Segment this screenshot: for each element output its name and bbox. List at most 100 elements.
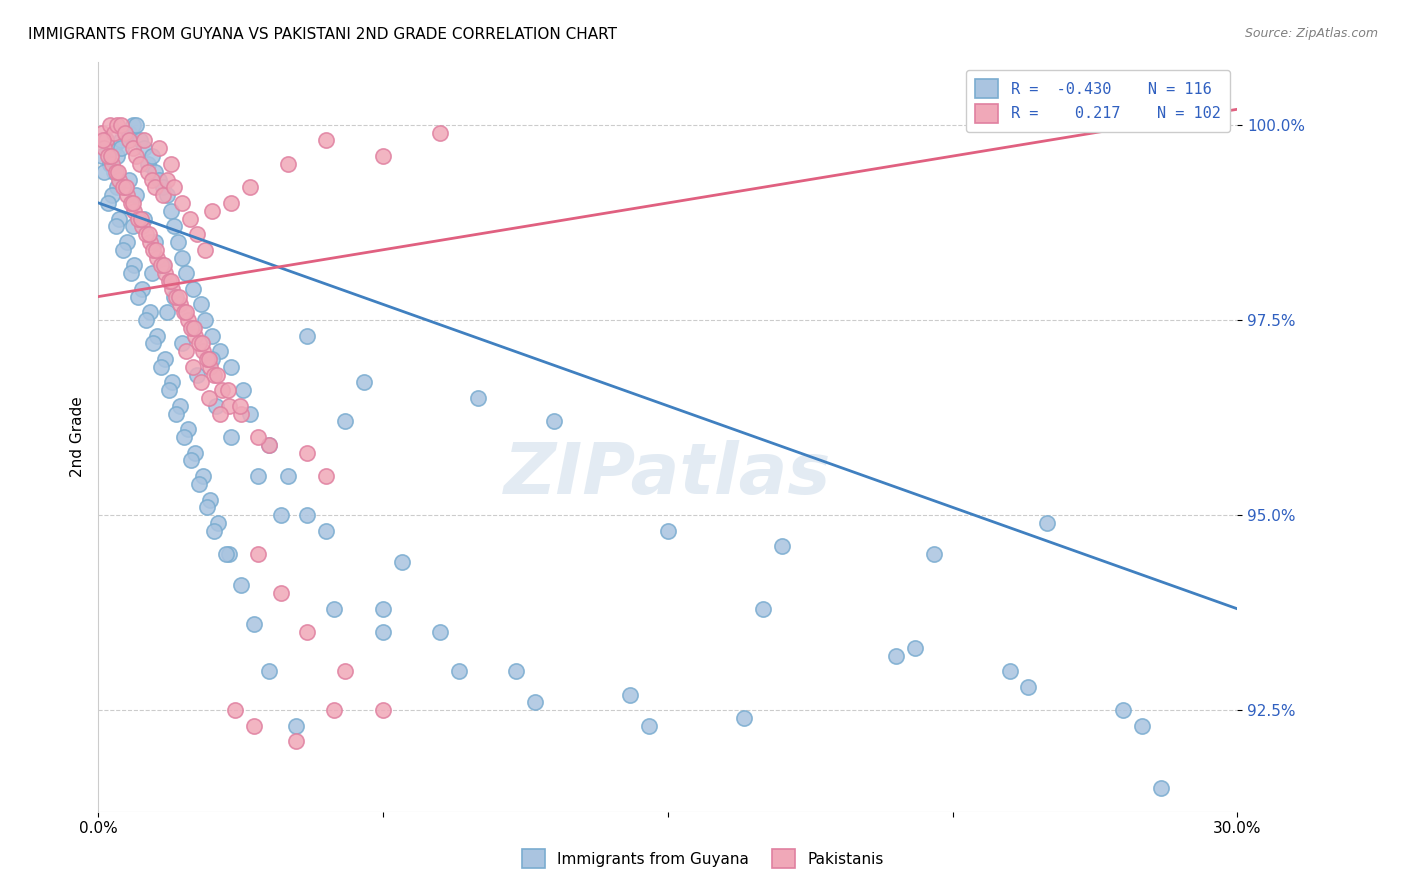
Point bbox=[104, 164, 127, 178]
Point bbox=[315, 133, 337, 147]
Point bbox=[127, 289, 149, 303]
Point bbox=[138, 235, 160, 249]
Point bbox=[259, 438, 281, 452]
Point bbox=[145, 164, 167, 178]
Point bbox=[211, 384, 233, 398]
Point bbox=[322, 703, 344, 717]
Point bbox=[157, 384, 180, 398]
Point bbox=[91, 133, 114, 147]
Point bbox=[179, 211, 201, 226]
Point bbox=[162, 376, 184, 390]
Point bbox=[183, 320, 205, 334]
Point bbox=[284, 719, 307, 733]
Point bbox=[103, 164, 125, 178]
Point bbox=[121, 219, 143, 234]
Point bbox=[163, 180, 186, 194]
Point bbox=[176, 305, 198, 319]
Point bbox=[167, 235, 190, 249]
Y-axis label: 2nd Grade: 2nd Grade bbox=[69, 397, 84, 477]
Point bbox=[277, 469, 299, 483]
Point bbox=[120, 266, 142, 280]
Point bbox=[125, 188, 148, 202]
Point bbox=[186, 227, 208, 241]
Point bbox=[98, 157, 121, 171]
Point bbox=[194, 313, 217, 327]
Point bbox=[110, 141, 132, 155]
Point bbox=[922, 547, 945, 561]
Point bbox=[141, 172, 163, 186]
Point bbox=[205, 399, 228, 413]
Text: ZIPatlas: ZIPatlas bbox=[505, 440, 831, 509]
Point bbox=[371, 601, 394, 615]
Point bbox=[174, 266, 197, 280]
Point bbox=[148, 141, 170, 155]
Point bbox=[170, 336, 193, 351]
Point bbox=[183, 320, 205, 334]
Text: Source: ZipAtlas.com: Source: ZipAtlas.com bbox=[1244, 27, 1378, 40]
Point bbox=[186, 368, 208, 382]
Point bbox=[770, 540, 793, 554]
Point bbox=[160, 274, 183, 288]
Point bbox=[228, 399, 250, 413]
Point bbox=[148, 172, 170, 186]
Point bbox=[131, 282, 153, 296]
Point bbox=[94, 133, 117, 147]
Point bbox=[353, 376, 375, 390]
Point bbox=[100, 149, 122, 163]
Point bbox=[246, 430, 269, 444]
Point bbox=[191, 469, 214, 483]
Point bbox=[188, 476, 211, 491]
Point bbox=[218, 547, 240, 561]
Point bbox=[270, 586, 292, 600]
Point bbox=[170, 195, 193, 210]
Point bbox=[152, 180, 174, 194]
Point bbox=[208, 344, 231, 359]
Point bbox=[183, 359, 205, 374]
Point bbox=[138, 227, 160, 241]
Point bbox=[190, 376, 212, 390]
Point bbox=[94, 133, 117, 147]
Point bbox=[239, 180, 262, 194]
Point bbox=[429, 625, 451, 640]
Point bbox=[214, 547, 236, 561]
Point bbox=[335, 414, 357, 428]
Point bbox=[229, 407, 252, 421]
Point bbox=[1150, 781, 1173, 796]
Point bbox=[638, 719, 661, 733]
Point bbox=[221, 195, 243, 210]
Point bbox=[243, 719, 266, 733]
Point bbox=[110, 133, 132, 147]
Point bbox=[165, 289, 187, 303]
Point bbox=[93, 164, 115, 178]
Point bbox=[120, 195, 142, 210]
Point bbox=[733, 711, 755, 725]
Point bbox=[184, 445, 207, 459]
Point bbox=[752, 601, 775, 615]
Point bbox=[132, 141, 155, 155]
Point bbox=[207, 516, 229, 530]
Point bbox=[200, 359, 222, 374]
Point bbox=[297, 328, 319, 343]
Point bbox=[201, 351, 224, 366]
Point bbox=[98, 157, 121, 171]
Point bbox=[391, 555, 413, 569]
Point bbox=[152, 258, 174, 272]
Point bbox=[98, 118, 121, 132]
Point bbox=[194, 243, 217, 257]
Point bbox=[191, 344, 214, 359]
Point bbox=[183, 282, 205, 296]
Point bbox=[103, 126, 125, 140]
Point bbox=[200, 492, 222, 507]
Point bbox=[107, 164, 129, 178]
Point bbox=[176, 313, 198, 327]
Point bbox=[524, 695, 547, 709]
Point bbox=[150, 258, 173, 272]
Point bbox=[122, 195, 145, 210]
Point bbox=[1018, 680, 1040, 694]
Point bbox=[246, 469, 269, 483]
Point bbox=[259, 438, 281, 452]
Point bbox=[322, 601, 344, 615]
Point bbox=[152, 258, 174, 272]
Point bbox=[141, 149, 163, 163]
Point bbox=[121, 118, 143, 132]
